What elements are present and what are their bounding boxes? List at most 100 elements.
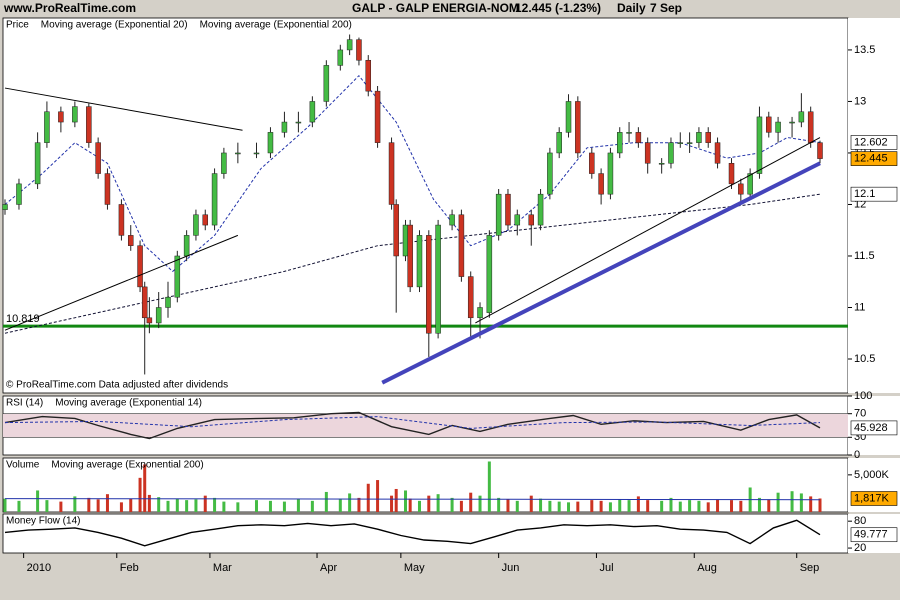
candle-body [449,214,455,226]
candle-body [118,204,125,236]
volume-bar [203,495,207,512]
candle-body [467,276,474,319]
candle-body [537,193,544,226]
candle-body [696,132,702,143]
volume-bar [390,495,394,512]
trend-line [381,161,821,385]
candle-body [356,39,362,61]
x-tick-label: Aug [697,562,717,574]
x-tick-label: Apr [320,562,337,574]
series-line [4,498,821,501]
x-tick-label: Sep [800,562,820,574]
candle-body [202,214,209,226]
last-value-box [850,420,898,436]
volume-bar [730,500,734,512]
x-tick-label: Mar [213,562,232,574]
candle-body [565,101,572,133]
volume-bar [87,497,91,512]
y-tick-label: 5,000K [854,469,890,481]
footnote: © ProRealTime.com Data adjusted after di… [6,380,228,391]
volume-bar [157,497,161,512]
volume-bar [688,500,692,512]
volume-bar [809,496,813,512]
volume-bar [59,501,63,512]
candle-body [747,173,753,195]
volume-bar [96,499,100,512]
legend-entry: Moving average (Exponential 20) [41,20,188,31]
volume-bar [147,494,151,512]
last-value-box [850,491,898,506]
candle-body [426,235,432,334]
last-price-box [850,151,898,166]
volume-bar [357,497,361,512]
legend-entry: Moving average (Exponential 14) [55,398,202,409]
volume-bar [757,497,761,512]
volume-bar [776,492,780,512]
candle-body [644,142,651,164]
candle-body [365,59,372,92]
volume-bar [487,461,491,512]
trend-line [4,234,239,331]
y-tick-label: 70 [854,408,866,420]
volume-bar [678,501,682,512]
volume-bar [716,499,720,512]
last-price: 12.445 [854,153,888,165]
series-line [4,411,821,440]
candle-body [16,183,22,205]
x-tick-label: 2010 [27,562,51,574]
candle-body [686,142,693,144]
last-value: 49.777 [854,529,888,541]
volume-bar [436,494,440,512]
volume-bar [17,500,21,512]
panel [2,17,849,394]
volume-bar [506,499,510,512]
site: www.ProRealTime.com [3,1,136,15]
volume-bar [310,500,314,512]
candle-body [34,142,41,185]
x-tick-label: Jun [502,562,520,574]
volume-bar [459,500,463,512]
candle-body [267,132,274,154]
volume-bar [268,500,272,512]
volume-bar [636,496,640,512]
volume-bar [669,497,673,512]
candle-body [616,132,623,154]
volume-bar [404,490,408,512]
candle-body [477,307,483,319]
y-tick-label: 80 [854,515,866,527]
candle-body [193,214,199,236]
volume-bar [138,477,142,512]
moving-average [4,74,821,273]
candle-body [104,173,111,205]
candle-body [165,296,171,308]
volume-bar [166,500,170,512]
y-tick-label: 13.5 [854,44,875,56]
panel [2,513,849,554]
legend-entry: Moving average (Exponential 200) [51,460,203,471]
candle-body [295,121,302,124]
candle-body [337,49,344,66]
volume-bar [143,464,147,512]
candle-body [798,111,805,123]
x-tick-label: May [404,562,425,574]
volume-bar [646,500,650,512]
volume-bar [324,491,328,512]
y-tick-label: 10.5 [854,353,875,365]
candle-body [756,116,763,174]
candle-body [775,121,781,133]
volume-bar [366,483,370,512]
candle-body [505,193,511,226]
candle-body [86,106,92,143]
candle-body [435,224,441,334]
candle-body [528,214,535,226]
legend-entry: Moving average (Exponential 200) [200,20,352,31]
volume-bar [618,499,622,512]
candle-body [253,152,260,155]
volume-bar [236,502,240,512]
candle-body [211,173,218,226]
candle-body [309,101,316,123]
candle-body [346,39,353,51]
volume-bar [194,499,198,512]
